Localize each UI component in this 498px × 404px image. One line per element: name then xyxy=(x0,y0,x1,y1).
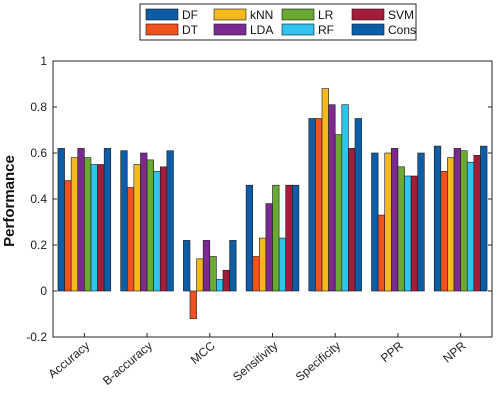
bar-dt-b-accuracy xyxy=(126,187,135,292)
bar-knn-accuracy xyxy=(70,157,79,292)
bar-dt-npr xyxy=(440,171,448,292)
bar-dt-ppr xyxy=(377,214,386,292)
bar-cons-ppr xyxy=(417,152,425,292)
bar-knn-npr xyxy=(447,157,455,292)
bar-lr-specificity xyxy=(334,134,343,292)
bar-knn-mcc xyxy=(196,258,204,292)
y-tick-label: 0 xyxy=(40,284,47,298)
bar-rf-sensitivity xyxy=(278,237,287,292)
bar-svm-b-accuracy xyxy=(159,166,168,292)
legend-label-knn: kNN xyxy=(250,8,273,22)
bar-lr-npr xyxy=(460,150,468,292)
bar-lda-mcc xyxy=(202,240,211,292)
y-tick-label: 0.4 xyxy=(30,192,47,206)
bar-df-mcc xyxy=(183,240,191,292)
bar-dt-accuracy xyxy=(64,180,72,292)
x-tick-label-mcc: MCC xyxy=(188,338,218,367)
bar-knn-sensitivity xyxy=(258,237,267,292)
x-tick-label-b-accuracy: B-accuracy xyxy=(100,339,155,388)
bar-knn-b-accuracy xyxy=(133,164,141,292)
bar-cons-specificity xyxy=(354,118,362,292)
legend-label-lr: LR xyxy=(318,8,334,22)
bar-svm-specificity xyxy=(348,148,356,292)
bar-cons-accuracy xyxy=(103,148,112,292)
x-tick-label-specificity: Specificity xyxy=(293,339,343,384)
bar-cons-mcc xyxy=(229,240,237,292)
bar-df-sensitivity xyxy=(245,184,254,292)
bar-lr-ppr xyxy=(397,166,405,292)
bar-df-accuracy xyxy=(57,148,65,292)
legend-label-dt: DT xyxy=(182,23,199,37)
legend-swatch-lda xyxy=(213,23,247,36)
bar-svm-mcc xyxy=(222,269,230,292)
legend-label-rf: RF xyxy=(318,23,334,37)
bar-dt-mcc xyxy=(189,290,197,319)
bar-lr-mcc xyxy=(209,256,217,292)
bar-rf-mcc xyxy=(216,279,224,292)
x-tick-label-sensitivity: Sensitivity xyxy=(230,339,280,384)
y-tick-label: 0.2 xyxy=(30,238,47,252)
bar-rf-specificity xyxy=(341,104,349,292)
bar-svm-ppr xyxy=(410,175,419,292)
legend-swatch-knn xyxy=(213,8,247,21)
bar-lr-accuracy xyxy=(84,157,92,292)
bar-group xyxy=(57,88,488,319)
legend-label-df: DF xyxy=(182,8,198,22)
bar-knn-specificity xyxy=(321,88,329,292)
bar-df-npr xyxy=(433,145,442,292)
x-tick-label-accuracy: Accuracy xyxy=(45,339,92,381)
bar-dt-specificity xyxy=(315,118,323,292)
bar-lr-sensitivity xyxy=(272,184,280,292)
x-tick-label-ppr: PPR xyxy=(378,338,406,365)
legend-swatch-lr xyxy=(281,8,315,21)
legend-swatch-dt xyxy=(145,23,179,36)
bar-rf-accuracy xyxy=(90,164,98,292)
y-tick-label: 1 xyxy=(40,54,47,68)
bar-lda-accuracy xyxy=(77,148,85,292)
bar-lda-specificity xyxy=(328,104,336,292)
y-tick-label: 0.8 xyxy=(30,100,47,114)
bar-lr-b-accuracy xyxy=(146,159,154,292)
legend-swatch-df xyxy=(145,8,179,21)
bar-svm-accuracy xyxy=(97,164,105,292)
bar-lda-ppr xyxy=(391,148,399,292)
y-tick-label: 0.6 xyxy=(30,146,47,160)
y-axis-label: Performance xyxy=(1,155,18,247)
y-tick-label: -0.2 xyxy=(26,330,47,344)
legend-swatch-svm xyxy=(351,8,385,21)
legend-label-svm: SVM xyxy=(388,8,414,22)
bar-df-specificity xyxy=(308,118,316,292)
bar-cons-sensitivity xyxy=(291,184,300,292)
bar-df-b-accuracy xyxy=(120,150,128,292)
bar-rf-b-accuracy xyxy=(153,171,161,292)
bar-svm-npr xyxy=(473,155,481,292)
bar-cons-npr xyxy=(480,145,488,292)
legend-swatch-rf xyxy=(281,23,315,36)
bar-cons-b-accuracy xyxy=(166,150,174,292)
bar-dt-sensitivity xyxy=(252,256,260,292)
bar-knn-ppr xyxy=(384,152,392,292)
legend-swatch-cons xyxy=(351,23,385,36)
bar-df-ppr xyxy=(371,152,379,292)
legend-label-cons: Cons xyxy=(388,23,416,37)
bar-rf-npr xyxy=(466,161,475,292)
bar-lda-npr xyxy=(453,148,461,292)
bar-lda-sensitivity xyxy=(265,203,273,292)
bar-svm-sensitivity xyxy=(285,184,293,292)
bar-rf-ppr xyxy=(404,175,412,292)
bar-lda-b-accuracy xyxy=(140,152,148,292)
x-tick-label-npr: NPR xyxy=(440,338,469,365)
legend-label-lda: LDA xyxy=(250,23,273,37)
axes xyxy=(52,60,493,338)
